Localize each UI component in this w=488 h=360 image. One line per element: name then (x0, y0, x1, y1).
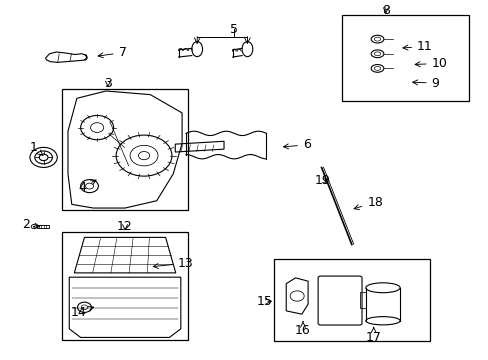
Text: 5: 5 (229, 23, 237, 36)
Text: 9: 9 (412, 77, 439, 90)
Text: 19: 19 (314, 174, 330, 186)
Text: 10: 10 (414, 57, 447, 70)
Text: 6: 6 (283, 138, 310, 151)
Text: 8: 8 (381, 4, 389, 17)
Bar (37, 225, 49, 229)
Text: 12: 12 (117, 220, 133, 233)
Bar (273, 259, 429, 341)
Text: 18: 18 (353, 196, 382, 210)
Text: 1: 1 (30, 141, 43, 155)
Text: 16: 16 (295, 321, 310, 337)
Bar (61, 89, 188, 211)
Text: 3: 3 (104, 77, 112, 90)
Circle shape (33, 226, 35, 227)
Bar (61, 232, 188, 339)
Text: 11: 11 (402, 40, 432, 53)
Text: 2: 2 (22, 218, 40, 231)
Text: 13: 13 (153, 257, 193, 270)
Text: 4: 4 (79, 180, 96, 194)
Bar (359, 292, 365, 309)
Bar (341, 15, 468, 101)
Text: 15: 15 (257, 295, 272, 308)
Text: 7: 7 (98, 46, 126, 59)
Text: 14: 14 (71, 306, 93, 319)
Text: 17: 17 (365, 328, 381, 343)
